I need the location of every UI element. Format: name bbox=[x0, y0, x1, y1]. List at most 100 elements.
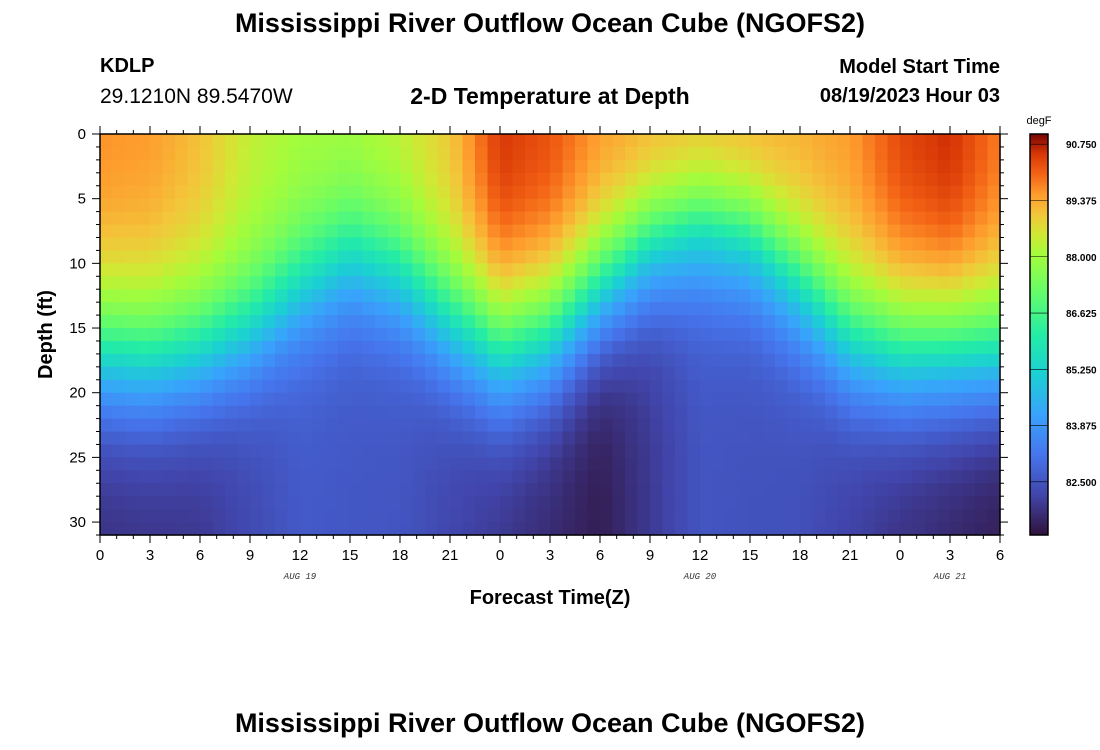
heatmap-cell bbox=[800, 276, 814, 290]
heatmap-cell bbox=[412, 379, 426, 394]
heatmap-cell bbox=[200, 379, 214, 394]
heatmap-cell bbox=[212, 379, 226, 394]
heatmap-cell bbox=[812, 366, 826, 381]
heatmap-cell bbox=[187, 328, 201, 342]
heatmap-cell bbox=[912, 444, 926, 458]
colorbar-tick-label: 86.625 bbox=[1066, 309, 1097, 320]
heatmap-cell bbox=[662, 289, 676, 303]
heatmap-cell bbox=[275, 522, 289, 536]
heatmap-cell bbox=[287, 379, 301, 394]
heatmap-cell bbox=[437, 496, 451, 510]
heatmap-cell bbox=[987, 483, 1001, 497]
heatmap-cell bbox=[987, 146, 1001, 161]
heatmap-cell bbox=[425, 134, 439, 148]
heatmap-cell bbox=[362, 198, 376, 213]
heatmap-cell bbox=[187, 444, 201, 458]
heatmap-cell bbox=[450, 134, 464, 148]
heatmap-cell bbox=[175, 172, 189, 187]
heatmap-cell bbox=[525, 328, 539, 342]
heatmap-cell bbox=[875, 418, 889, 433]
station-code: KDLP bbox=[100, 55, 155, 77]
heatmap-cell bbox=[137, 457, 151, 471]
heatmap-cell bbox=[712, 392, 726, 407]
heatmap-cell bbox=[275, 185, 289, 200]
heatmap-cell bbox=[800, 302, 814, 316]
heatmap-cell bbox=[312, 496, 326, 510]
heatmap-cell bbox=[325, 276, 339, 290]
heatmap-cell bbox=[912, 328, 926, 342]
heatmap-cell bbox=[637, 172, 651, 187]
heatmap-cell bbox=[937, 211, 951, 226]
heatmap-cell bbox=[150, 211, 164, 226]
heatmap-cell bbox=[862, 198, 876, 213]
heatmap-cell bbox=[625, 237, 639, 252]
heatmap-cell bbox=[625, 263, 639, 277]
heatmap-cell bbox=[512, 250, 526, 264]
heatmap-cell bbox=[250, 418, 264, 433]
heatmap-cell bbox=[112, 146, 126, 161]
heatmap-cell bbox=[250, 146, 264, 161]
heatmap-cell bbox=[562, 366, 576, 381]
heatmap-cell bbox=[750, 328, 764, 342]
heatmap-cell bbox=[150, 237, 164, 252]
heatmap-cell bbox=[887, 185, 901, 200]
heatmap-cell bbox=[462, 457, 476, 471]
heatmap-cell bbox=[900, 172, 914, 187]
heatmap-cell bbox=[150, 159, 164, 174]
heatmap-cell bbox=[800, 366, 814, 381]
heatmap-cell bbox=[812, 263, 826, 277]
heatmap-cell bbox=[687, 366, 701, 381]
heatmap-cell bbox=[475, 146, 489, 161]
heatmap-cell bbox=[250, 366, 264, 381]
heatmap-cell bbox=[675, 237, 689, 252]
heatmap-cell bbox=[350, 185, 364, 200]
heatmap-cell bbox=[600, 340, 614, 355]
heatmap-cell bbox=[287, 172, 301, 187]
date-labels: AUG 19 AUG 20 AUG 21 bbox=[283, 572, 966, 582]
heatmap-cell bbox=[375, 134, 389, 148]
heatmap-cell bbox=[475, 198, 489, 213]
heatmap-cell bbox=[375, 224, 389, 239]
heatmap-cell bbox=[725, 237, 739, 252]
heatmap-cell bbox=[987, 237, 1001, 252]
heatmap-cell bbox=[762, 366, 776, 381]
heatmap-cell bbox=[400, 146, 414, 161]
heatmap-cell bbox=[850, 483, 864, 497]
heatmap-cell bbox=[475, 496, 489, 510]
heatmap-cell bbox=[525, 379, 539, 394]
heatmap-cell bbox=[225, 172, 239, 187]
heatmap-cell bbox=[725, 302, 739, 316]
heatmap-cell bbox=[537, 224, 551, 239]
heatmap-cell bbox=[350, 134, 364, 148]
heatmap-cell bbox=[300, 315, 314, 329]
heatmap-cell bbox=[525, 496, 539, 510]
heatmap-cell bbox=[612, 146, 626, 161]
heatmap-cell bbox=[875, 366, 889, 381]
heatmap-cell bbox=[675, 483, 689, 497]
heatmap-cell bbox=[875, 444, 889, 458]
heatmap-cell bbox=[337, 366, 351, 381]
station-coordinates: 29.1210N 89.5470W bbox=[100, 85, 293, 108]
heatmap-cell bbox=[212, 418, 226, 433]
heatmap-cell bbox=[400, 198, 414, 213]
heatmap-cell bbox=[237, 315, 251, 329]
heatmap-cell bbox=[800, 211, 814, 226]
heatmap-cell bbox=[137, 250, 151, 264]
heatmap-cell bbox=[550, 276, 564, 290]
heatmap-cell bbox=[150, 172, 164, 187]
heatmap-cell bbox=[800, 146, 814, 161]
heatmap-cell bbox=[150, 250, 164, 264]
heatmap-cell bbox=[687, 418, 701, 433]
heatmap-cell bbox=[500, 289, 514, 303]
heatmap-cell bbox=[512, 198, 526, 213]
heatmap-cell bbox=[700, 431, 714, 446]
heatmap-cell bbox=[400, 496, 414, 510]
heatmap-cell bbox=[450, 496, 464, 510]
heatmap-cell bbox=[512, 470, 526, 484]
heatmap-cell bbox=[975, 237, 989, 252]
heatmap-cell bbox=[125, 522, 139, 536]
heatmap-cell bbox=[612, 470, 626, 484]
heatmap-cell bbox=[325, 483, 339, 497]
heatmap-cell bbox=[212, 522, 226, 536]
heatmap-cell bbox=[562, 340, 576, 355]
